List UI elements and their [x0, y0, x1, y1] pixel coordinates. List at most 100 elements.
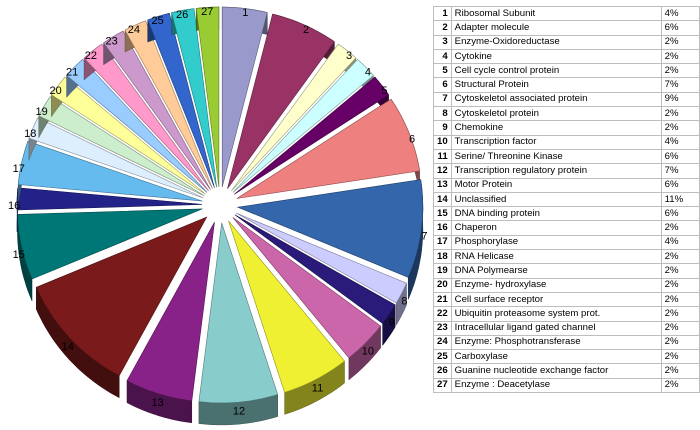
legend-label: Adapter molecule: [450, 20, 625, 36]
pie-slice: [171, 8, 217, 188]
legend-percent: 11%: [660, 191, 700, 208]
legend-spacer: [624, 34, 662, 50]
legend-label: Enzyme : Deacetylase: [450, 377, 625, 394]
legend-spacer: [624, 48, 662, 65]
pie-slice: [236, 179, 424, 300]
legend-number: 5: [433, 63, 452, 79]
slice-label: 9: [389, 317, 395, 329]
pie-slice: [50, 76, 206, 195]
legend-table: 1 Ribosomal Subunit 4% 2 Adapter molecule 6% 3…: [433, 5, 700, 394]
legend-spacer: [624, 20, 662, 36]
slice-label: 27: [201, 6, 213, 18]
slice-label: 22: [85, 50, 97, 62]
pie-slice: [17, 208, 203, 302]
legend-label: Cytokine: [450, 48, 625, 65]
pie-slice: [227, 13, 335, 189]
legend-label: RNA Helicase: [450, 249, 625, 265]
legend-row: 24 Enzyme: Phosphotransferase 2%: [433, 334, 700, 351]
legend-percent: 2%: [660, 106, 700, 122]
legend-label: Motor Protein: [450, 177, 625, 193]
slice-label: 21: [66, 67, 78, 79]
legend-label: Guanine nucleotide exchange factor: [450, 363, 625, 379]
legend-label: Ubiquitin proteasome system prot.: [450, 306, 625, 322]
legend-number: 2: [433, 20, 452, 36]
slice-label: 26: [176, 9, 188, 21]
slice-label: 10: [362, 346, 374, 358]
legend-number: 7: [433, 91, 452, 108]
pie-chart: 1234567891011121314151617181920212223242…: [8, 6, 427, 426]
legend-percent: 7%: [660, 77, 700, 93]
legend-label: DNA Polymearse: [450, 263, 625, 279]
legend-label: Phosphorylase: [450, 234, 625, 251]
legend-number: 18: [433, 249, 452, 265]
pie-slice: [221, 6, 268, 188]
legend-percent: 2%: [660, 48, 700, 65]
pie-slice: [103, 30, 211, 190]
legend-spacer: [624, 263, 662, 279]
legend-row: 2 Adapter molecule 6%: [433, 20, 700, 36]
legend-row: 22 Ubiquitin proteasome system prot. 2%: [433, 306, 700, 322]
legend-row: 3 Enzyme-Oxidoreductase 2%: [433, 34, 700, 50]
slice-label: 25: [151, 15, 163, 27]
legend-row: 20 Enzyme- hydroxylase 2%: [433, 277, 700, 293]
legend-spacer: [624, 163, 662, 179]
legend-row: 18 RNA Helicase 2%: [433, 249, 700, 265]
pie-slice: [124, 20, 213, 189]
pie-slice: [147, 12, 215, 188]
legend-number: 25: [433, 349, 452, 365]
legend-row: 11 Serine/ Threonine Kinase 6%: [433, 148, 700, 165]
legend-number: 6: [433, 77, 452, 93]
legend-spacer: [624, 377, 662, 394]
legend-label: DNA binding protein: [450, 206, 625, 222]
slice-label: 3: [346, 50, 352, 62]
pie-slice: [126, 222, 215, 424]
legend-row: 5 Cell cycle control protein 2%: [433, 63, 700, 79]
legend-spacer: [624, 306, 662, 322]
legend-spacer: [624, 191, 662, 208]
legend-label: Transcription factor: [450, 134, 625, 150]
legend-percent: 6%: [660, 20, 700, 36]
legend-row: 6 Structural Protein 7%: [433, 77, 700, 93]
pie-slice: [28, 117, 204, 199]
legend-spacer: [624, 77, 662, 93]
slice-label: 6: [409, 134, 415, 146]
legend-row: 25 Carboxylase 2%: [433, 349, 700, 365]
legend-percent: 6%: [660, 148, 700, 165]
legend-number: 11: [433, 148, 452, 165]
pie-slice: [235, 212, 407, 326]
legend-number: 10: [433, 134, 452, 150]
legend-percent: 2%: [660, 120, 700, 136]
legend-percent: 2%: [660, 320, 700, 336]
legend-number: 17: [433, 234, 452, 251]
legend-row: 26 Guanine nucleotide exchange factor 2%: [433, 363, 700, 379]
legend-label: Ribosomal Subunit: [450, 5, 625, 22]
pie-slice: [236, 98, 420, 199]
slice-label: 1: [242, 7, 248, 19]
legend-spacer: [624, 106, 662, 122]
pie-slice: [66, 58, 208, 193]
legend-spacer: [624, 363, 662, 379]
slice-label: 15: [13, 249, 25, 261]
legend-row: 21 Cell surface receptor 2%: [433, 291, 700, 308]
legend-row: 7 Cytoskeletol associated protein 9%: [433, 91, 700, 108]
legend-spacer: [624, 277, 662, 293]
pie-slice: [232, 217, 382, 381]
legend-number: 20: [433, 277, 452, 293]
slice-label: 11: [312, 383, 323, 395]
slice-label: 24: [128, 24, 140, 36]
pie-slice: [35, 216, 208, 399]
legend-row: 8 Cytoskeletol protein 2%: [433, 106, 700, 122]
legend-number: 22: [433, 306, 452, 322]
legend-spacer: [624, 91, 662, 108]
legend-percent: 2%: [660, 377, 700, 394]
slice-label: 16: [8, 200, 20, 212]
legend-percent: 2%: [660, 249, 700, 265]
legend-number: 3: [433, 34, 452, 50]
legend-number: 21: [433, 291, 452, 308]
legend-percent: 2%: [660, 263, 700, 279]
legend-number: 19: [433, 263, 452, 279]
legend-label: Cytoskeletol protein: [450, 106, 625, 122]
legend-number: 1: [433, 5, 452, 22]
legend-spacer: [624, 206, 662, 222]
pie-slice: [38, 95, 205, 197]
